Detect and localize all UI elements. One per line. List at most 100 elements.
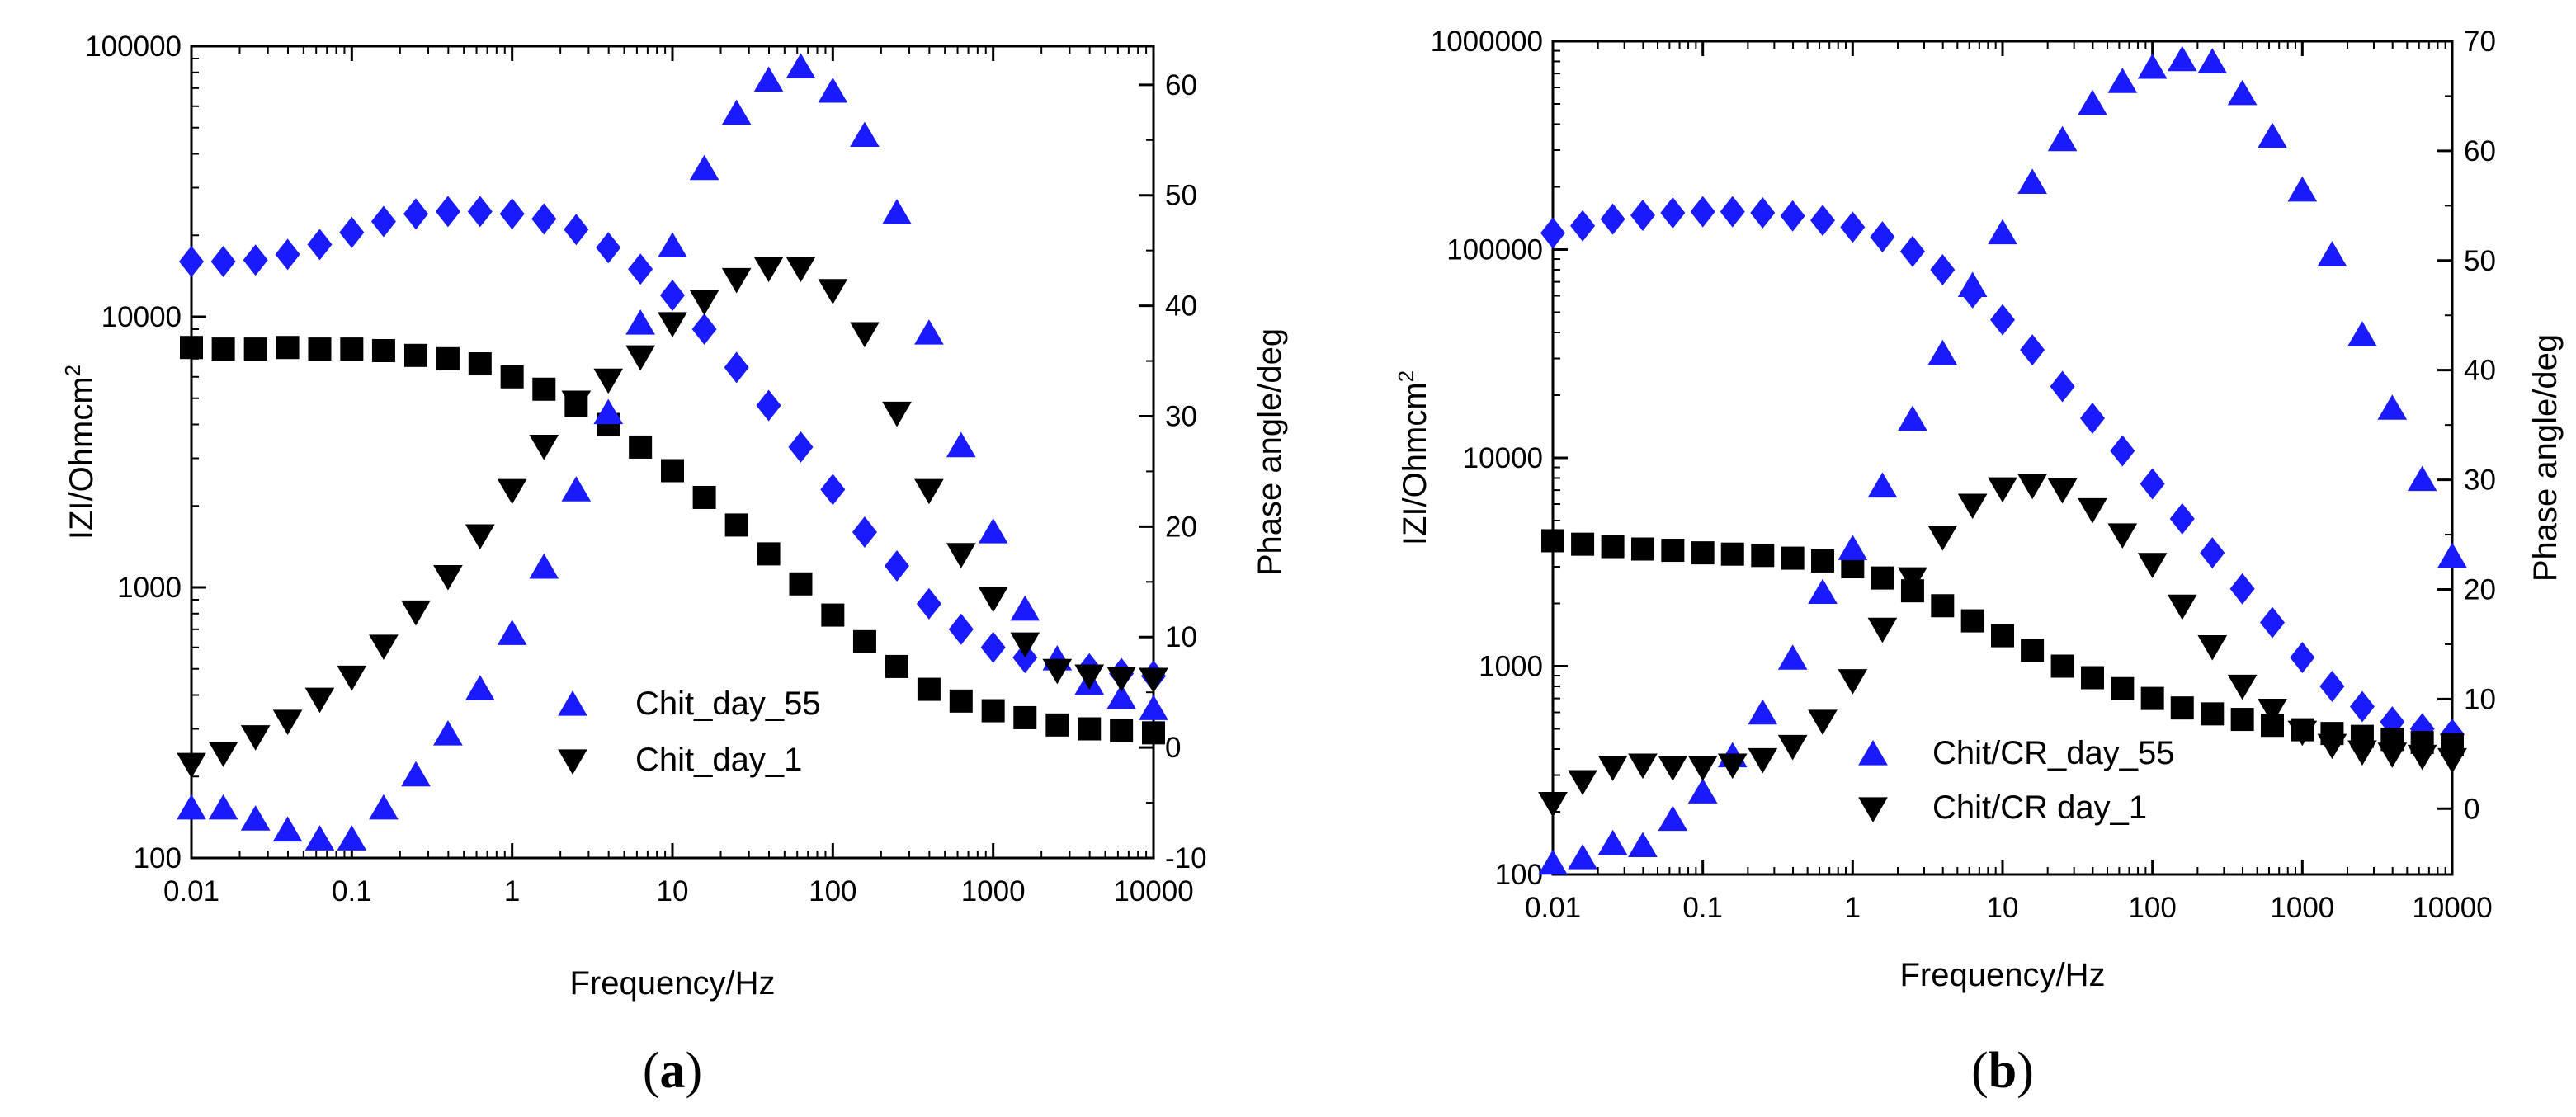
data-point	[272, 709, 303, 735]
panel-a: 0.01 0.1 1 10 100 1000 10000100100010000100000…	[60, 31, 1288, 1099]
y-right-tick-label: 10	[1165, 621, 1197, 653]
data-point	[401, 600, 431, 626]
data-point	[1142, 721, 1165, 745]
legend-marker	[558, 749, 587, 775]
series-chit-day-55	[177, 53, 1168, 851]
data-point	[1691, 541, 1715, 565]
data-point	[1660, 197, 1686, 229]
data-point	[208, 742, 238, 767]
data-point	[401, 761, 431, 787]
data-point	[2107, 523, 2138, 549]
data-point	[2317, 241, 2347, 266]
y-left-tick-label: 100	[134, 842, 182, 874]
data-point	[2290, 642, 2315, 674]
data-point	[240, 725, 271, 751]
y-left-tick-label: 100	[1495, 859, 1543, 891]
data-point	[2317, 733, 2347, 760]
y-right-tick-label: 20	[2464, 573, 2496, 606]
legend-label: Chit_day_55	[635, 686, 821, 722]
data-point	[2047, 125, 2078, 152]
series-chit-cr-day-1-z-	[1541, 529, 2464, 756]
data-point	[1720, 542, 1744, 566]
data-point	[529, 553, 559, 579]
data-point	[724, 513, 748, 537]
data-point	[914, 319, 944, 345]
data-point	[1810, 205, 1836, 237]
data-point	[308, 337, 332, 361]
x-tick-label: 0.01	[163, 875, 219, 907]
data-point	[276, 336, 300, 360]
series-chit-day-1-z-	[180, 336, 1165, 745]
data-point	[1013, 705, 1037, 729]
data-point	[917, 677, 941, 701]
data-point	[852, 516, 877, 549]
data-point	[2140, 468, 2165, 500]
data-point	[721, 267, 752, 294]
data-point	[337, 665, 367, 691]
y-right-tick-label: -10	[1165, 842, 1207, 874]
data-point	[593, 368, 624, 394]
x-tick-label: 0.1	[332, 875, 372, 907]
panel-label: (a)	[643, 1043, 702, 1099]
data-point	[177, 752, 206, 779]
y-left-tick-label: 1000	[1479, 651, 1543, 683]
data-point	[2437, 542, 2467, 568]
y-right-tick-label: 30	[1165, 400, 1197, 432]
x-tick-label: 1000	[2270, 892, 2334, 924]
y-right-tick-label: 10	[2464, 683, 2496, 715]
data-point	[561, 390, 592, 417]
data-point	[882, 401, 912, 427]
data-point	[2407, 744, 2437, 771]
data-point	[786, 257, 816, 283]
data-point	[561, 476, 592, 502]
data-point	[499, 198, 525, 230]
data-point	[1106, 683, 1136, 709]
data-point	[243, 337, 267, 361]
data-point	[369, 634, 399, 660]
data-point	[2170, 696, 2194, 720]
data-point	[240, 805, 271, 831]
data-point	[1930, 253, 1956, 285]
x-tick-label: 1	[1845, 892, 1861, 924]
legend: Chit/CR_day_55 Chit/CR day_1	[1858, 735, 2175, 826]
data-point	[2230, 708, 2254, 732]
data-point	[691, 313, 717, 346]
data-point	[1867, 472, 1898, 498]
data-point	[948, 613, 974, 645]
data-point	[820, 474, 846, 506]
data-point	[978, 518, 1008, 544]
data-point	[2167, 45, 2197, 72]
data-point	[2407, 465, 2437, 492]
data-point	[1748, 747, 1778, 774]
y-right-tick-label: 0	[2464, 793, 2479, 825]
data-point	[1927, 339, 1958, 365]
data-point	[1927, 526, 1958, 551]
data-point	[1690, 196, 1715, 228]
y-left-axis-title: IZI/Ohmcm2	[60, 365, 100, 540]
data-point	[403, 198, 429, 230]
data-point	[1630, 200, 1655, 232]
data-point	[1838, 669, 1868, 695]
y-right-tick-label: 50	[2464, 245, 2496, 277]
data-point	[497, 620, 527, 645]
data-point	[243, 244, 268, 276]
data-point	[2169, 502, 2195, 535]
data-point	[210, 246, 236, 278]
data-point	[2140, 686, 2164, 710]
data-point	[1750, 197, 1776, 229]
data-point	[2437, 747, 2467, 774]
x-tick-label: 1000	[961, 875, 1026, 907]
data-point	[1777, 644, 1808, 670]
data-point	[852, 629, 876, 653]
data-point	[2050, 654, 2074, 678]
data-point	[304, 825, 335, 851]
data-point	[596, 232, 621, 264]
series-chit-cr-day-1	[1538, 474, 2467, 818]
data-point	[2377, 742, 2408, 768]
data-point	[1568, 770, 1597, 796]
panel-label: (b)	[1971, 1043, 2034, 1099]
y-right-tick-label: 20	[1165, 511, 1197, 543]
data-point	[789, 572, 813, 596]
data-point	[1838, 535, 1868, 560]
data-point	[946, 543, 976, 568]
